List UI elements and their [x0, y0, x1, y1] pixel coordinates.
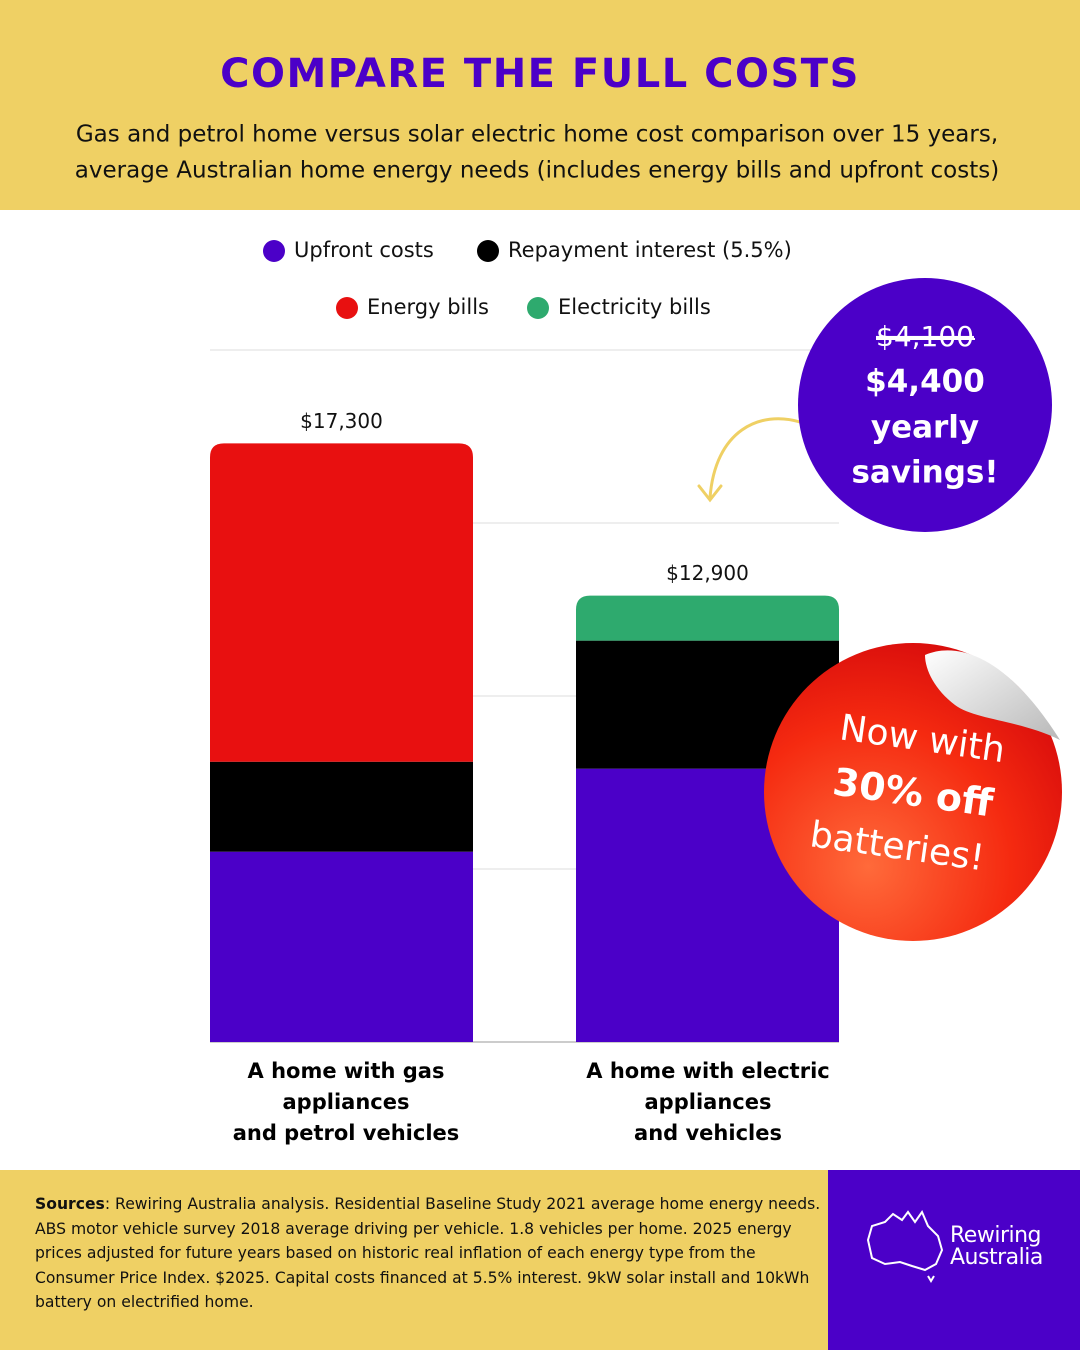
chart-subtitle: average Australian home energy needs (in… [75, 158, 999, 184]
old-savings: $4,100 [876, 320, 974, 353]
sources: Sources: Rewiring Australia analysis. Re… [35, 1192, 825, 1315]
legend: Upfront costs Repayment interest (5.5%) En… [263, 238, 792, 319]
legend-marker [477, 240, 499, 262]
total-label: $17,300 [300, 409, 383, 433]
chart-title: COMPARE THE FULL COSTS [220, 51, 860, 97]
chart-subtitle: Gas and petrol home versus solar electri… [76, 122, 998, 148]
bar-segment [210, 443, 473, 762]
x-tick-label: A home with gas appliances and petrol ve… [232, 1059, 460, 1145]
legend-label: Upfront costs [294, 238, 434, 262]
bars: $17,300 $12,900 [210, 409, 839, 1042]
bar-segment [210, 761, 473, 852]
savings-text: savings! [851, 455, 998, 491]
legend-label: Repayment interest (5.5%) [508, 238, 792, 262]
sticker-peel [925, 650, 1060, 740]
logo-icon [866, 1209, 944, 1283]
sticker: Now with 30% off batteries! [764, 643, 1062, 941]
new-savings: $4,400 [865, 364, 985, 400]
legend-marker [336, 297, 358, 319]
header-band [0, 0, 1080, 210]
legend-marker [527, 297, 549, 319]
arrow [708, 417, 801, 499]
sources-text: : Rewiring Australia analysis. Residenti… [35, 1195, 821, 1311]
legend-label: Electricity bills [558, 295, 711, 319]
savings-badge [798, 278, 1052, 532]
logo-band [828, 1170, 1080, 1350]
logo-text: Rewiring Australia [950, 1223, 1043, 1270]
x-tick-label: A home with electric appliances and vehi… [586, 1059, 830, 1145]
sources-label: Sources [35, 1195, 105, 1213]
legend-label: Energy bills [367, 295, 489, 319]
total-label: $12,900 [666, 561, 749, 585]
arrow-head [697, 484, 723, 503]
legend-marker [263, 240, 285, 262]
bar-segment [210, 851, 473, 1042]
bar-segment [576, 595, 839, 641]
footer-band [0, 1170, 830, 1350]
savings-text: yearly [871, 410, 979, 446]
